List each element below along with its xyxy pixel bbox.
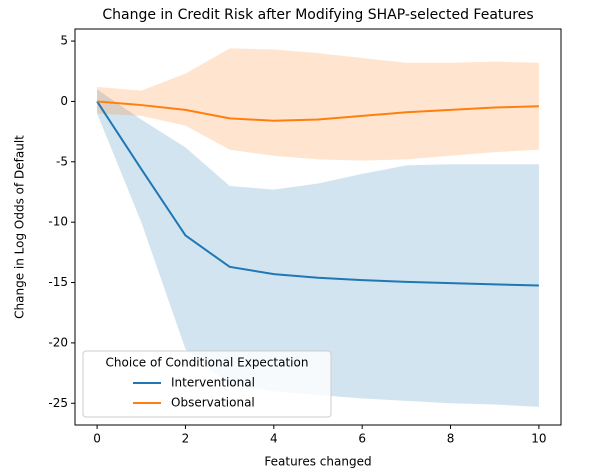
x-tick-label: 0: [93, 432, 101, 446]
x-tick-label: 2: [182, 432, 190, 446]
legend-label: Observational: [171, 396, 255, 410]
y-tick-label: -10: [48, 215, 68, 229]
legend-label: Interventional: [171, 376, 255, 390]
y-tick-label: -15: [48, 275, 68, 289]
series-line: [97, 100, 539, 122]
chart-title: Change in Credit Risk after Modifying SH…: [102, 7, 533, 23]
x-tick-label: 8: [447, 432, 455, 446]
x-tick-label: 10: [531, 432, 546, 446]
legend-box: [82, 350, 332, 418]
x-tick-label: 6: [358, 432, 366, 446]
y-tick-label: -20: [48, 335, 68, 349]
x-tick-label: 4: [270, 432, 278, 446]
y-tick-label: -5: [56, 154, 68, 168]
y-tick-label: 5: [60, 34, 68, 48]
plot-frame: [74, 28, 562, 426]
y-axis-label: Change in Log Odds of Default: [13, 135, 27, 319]
legend-title: Choice of Conditional Expectation: [106, 356, 309, 370]
confidence-band: [97, 89, 539, 407]
confidence-band: [97, 48, 539, 161]
x-axis-label: Features changed: [264, 455, 371, 469]
y-tick-label: 0: [60, 94, 68, 108]
y-tick-label: -25: [48, 396, 68, 410]
series-line: [96, 100, 539, 287]
